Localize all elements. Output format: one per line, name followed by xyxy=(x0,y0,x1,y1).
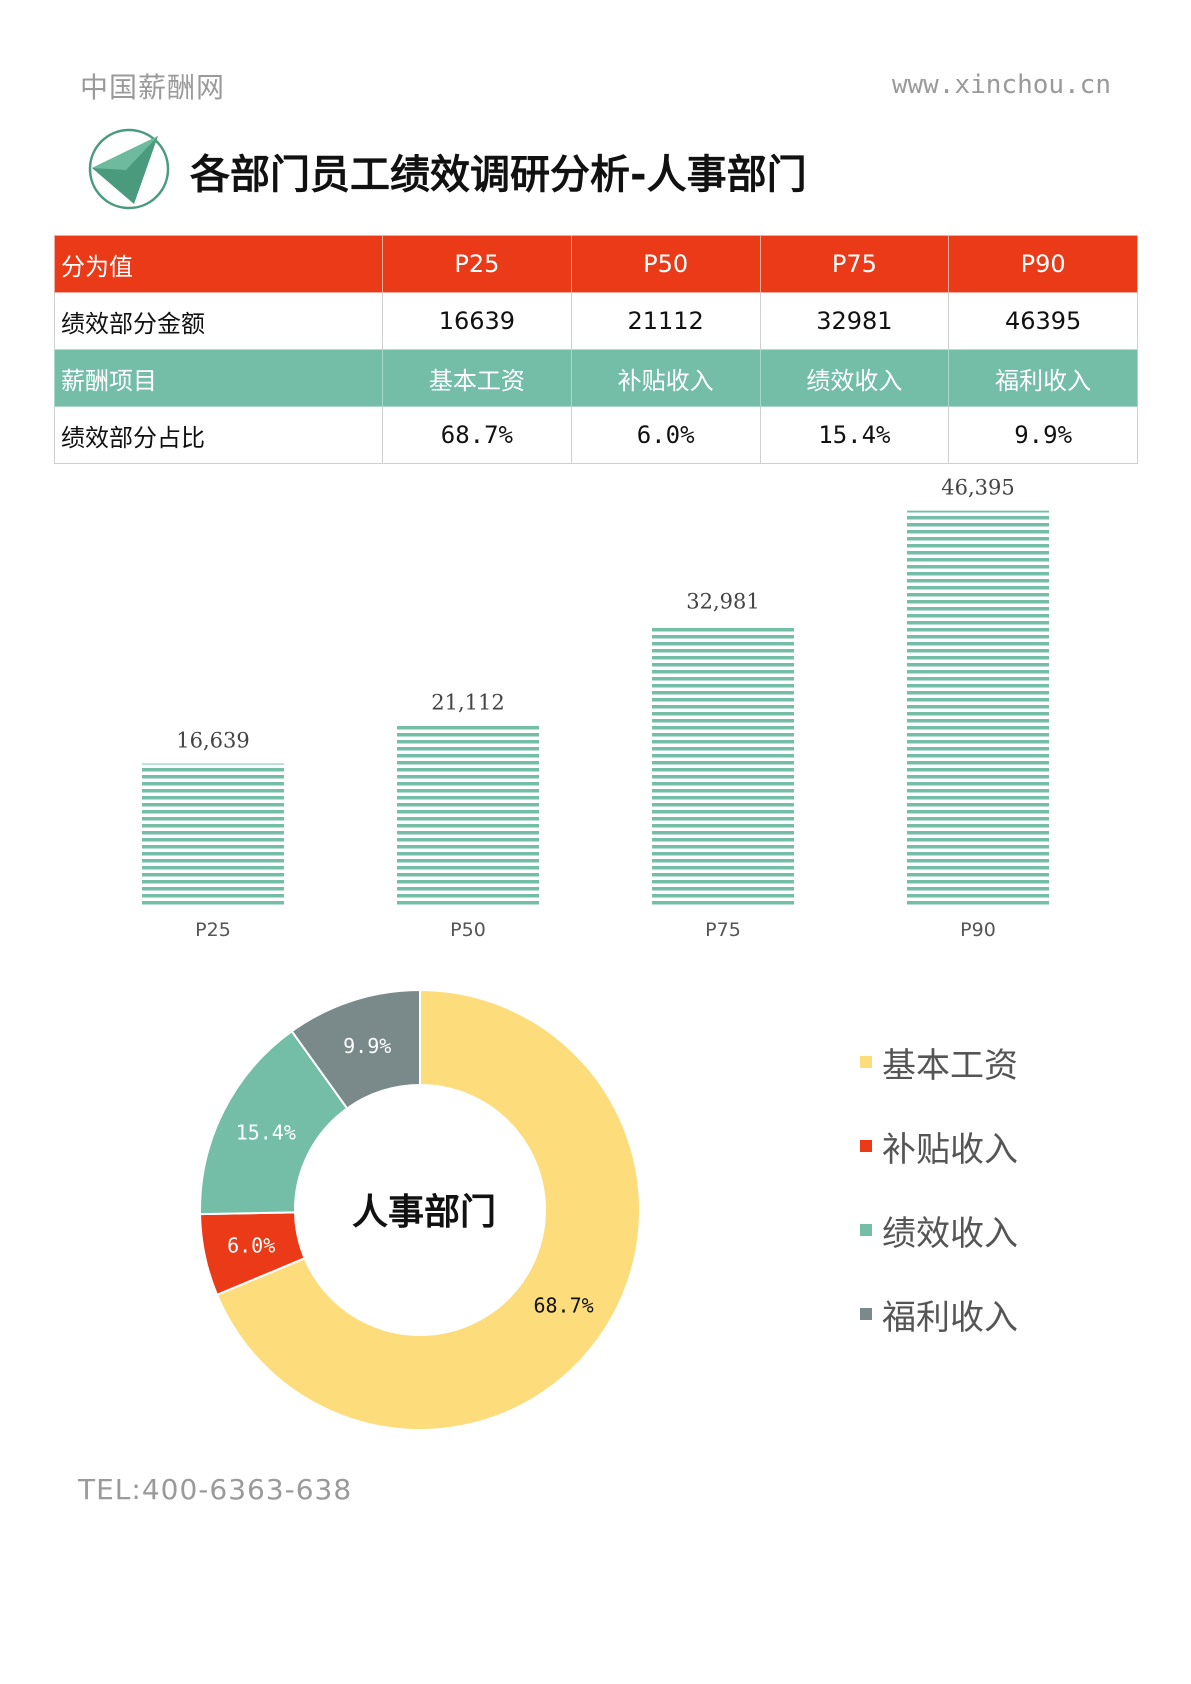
legend-swatch xyxy=(860,1308,872,1320)
legend-label: 基本工资 xyxy=(882,1045,1018,1086)
site-url[interactable]: www.xinchou.cn xyxy=(891,70,1111,100)
donut-slice xyxy=(215,988,641,1431)
table-cell: 福利收入 xyxy=(948,349,1138,407)
table-cell: 绩效部分占比 xyxy=(54,406,383,464)
slice-value-label: 6.0% xyxy=(227,1234,275,1258)
donut-legend: 基本工资补贴收入绩效收入福利收入 xyxy=(860,1020,1018,1356)
table-row-amount: 绩效部分金额 16639 21112 32981 46395 xyxy=(54,292,1138,350)
table-cell: 分为值 xyxy=(54,235,383,293)
legend-label: 补贴收入 xyxy=(882,1129,1018,1170)
bar xyxy=(652,624,794,905)
slice-value-label: 15.4% xyxy=(236,1121,296,1145)
x-tick-label: P25 xyxy=(195,919,231,940)
table-cell: 9.9% xyxy=(948,406,1138,464)
logo-triangle-icon xyxy=(88,128,170,210)
legend-item: 补贴收入 xyxy=(860,1104,1018,1188)
table-cell: P25 xyxy=(382,235,572,293)
x-tick-label: P50 xyxy=(450,919,486,940)
table-cell: 绩效部分金额 xyxy=(54,292,383,350)
table-row-ratio: 绩效部分占比 68.7% 6.0% 15.4% 9.9% xyxy=(54,406,1138,464)
table-cell: 绩效收入 xyxy=(759,349,950,407)
table-cell: 46395 xyxy=(948,292,1138,350)
bar xyxy=(397,725,539,905)
salary-table: 分为值 P25 P50 P75 P90 绩效部分金额 16639 21112 3… xyxy=(54,235,1138,464)
table-cell: P50 xyxy=(570,235,761,293)
table-cell: 68.7% xyxy=(382,406,572,464)
legend-swatch xyxy=(860,1140,872,1152)
donut-slice xyxy=(199,1029,349,1216)
legend-item: 基本工资 xyxy=(860,1020,1018,1104)
table-cell: P75 xyxy=(759,235,950,293)
bar-value-label: 16,639 xyxy=(176,729,249,753)
bar-chart: 16,639 P25 21,112 P50 32,981 P75 46,395 P90 xyxy=(142,476,1049,940)
table-cell: 16639 xyxy=(382,292,572,350)
table-cell: 薪酬项目 xyxy=(54,349,383,407)
table-cell: 基本工资 xyxy=(382,349,572,407)
bar-value-label: 46,395 xyxy=(941,476,1014,500)
bar xyxy=(142,763,284,905)
legend-swatch xyxy=(860,1056,872,1068)
x-tick-label: P75 xyxy=(705,919,741,940)
bar xyxy=(907,510,1049,905)
table-row-items: 薪酬项目 基本工资 补贴收入 绩效收入 福利收入 xyxy=(54,349,1138,407)
legend-swatch xyxy=(860,1224,872,1236)
bar-value-label: 32,981 xyxy=(686,590,759,614)
footer-tel: TEL:400-6363-638 xyxy=(78,1473,353,1506)
donut-slice xyxy=(290,988,421,1110)
table-cell: 21112 xyxy=(570,292,761,350)
donut-center-label: 人事部门 xyxy=(352,1192,496,1233)
legend-label: 福利收入 xyxy=(882,1297,1018,1338)
legend-item: 福利收入 xyxy=(860,1272,1018,1356)
legend-label: 绩效收入 xyxy=(882,1213,1018,1254)
table-row-percentile: 分为值 P25 P50 P75 P90 xyxy=(54,235,1138,293)
page-title: 各部门员工绩效调研分析-人事部门 xyxy=(190,152,807,198)
site-name: 中国薪酬网 xyxy=(80,71,226,104)
slice-value-label: 68.7% xyxy=(533,1294,593,1318)
table-cell: 15.4% xyxy=(759,406,950,464)
slice-value-label: 9.9% xyxy=(343,1034,391,1058)
donut-chart: 68.7% 6.0% 15.4% 9.9% 人事部门 xyxy=(199,988,641,1431)
x-tick-label: P90 xyxy=(960,919,996,940)
table-cell: P90 xyxy=(948,235,1138,293)
bar-value-label: 21,112 xyxy=(431,691,504,715)
table-cell: 补贴收入 xyxy=(570,349,761,407)
table-cell: 32981 xyxy=(759,292,950,350)
table-cell: 6.0% xyxy=(570,406,761,464)
legend-item: 绩效收入 xyxy=(860,1188,1018,1272)
